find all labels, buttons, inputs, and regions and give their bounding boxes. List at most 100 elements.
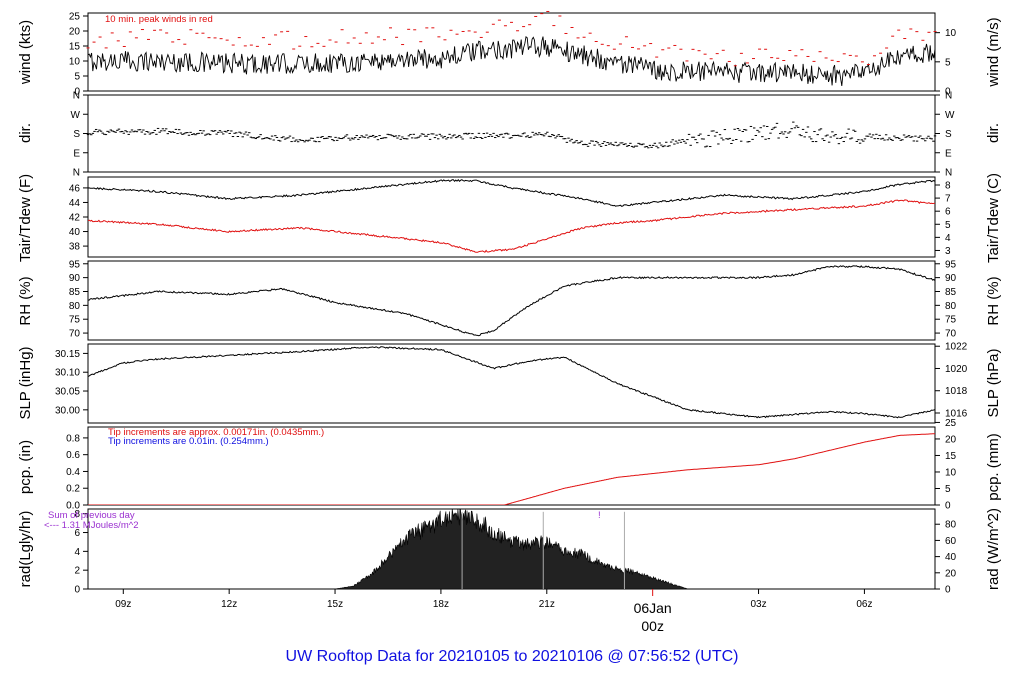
y-tick-label: 80 xyxy=(69,301,81,312)
y-tick-label-right: 20 xyxy=(945,434,957,445)
series-radiation xyxy=(334,509,689,589)
y-tick-label: 0.0 xyxy=(66,501,80,512)
y-tick-label-right: E xyxy=(945,148,952,159)
y-tick-label: 2 xyxy=(74,566,80,577)
panel-1 xyxy=(83,94,940,173)
radiation-sum-value: <--- 1.31 MJoules/m^2 xyxy=(44,520,138,531)
x-tick-label: 06z xyxy=(856,599,872,610)
y-tick-label: 4 xyxy=(74,547,80,558)
y-axis-title-right: pcp. (mm) xyxy=(985,433,1002,501)
series-tdew xyxy=(88,199,935,253)
y-tick-label: S xyxy=(73,129,80,140)
y-tick-label-right: 0 xyxy=(945,87,951,98)
y-tick-label: 0.2 xyxy=(66,484,80,495)
y-tick-label-right: 90 xyxy=(945,273,957,284)
y-tick-label: 6 xyxy=(74,528,80,539)
y-tick-label-right: 0 xyxy=(945,585,951,596)
y-tick-label-right: 25 xyxy=(945,418,957,429)
y-tick-label-right: 1018 xyxy=(945,386,968,397)
y-tick-label-right: 7 xyxy=(945,194,951,205)
y-tick-label-right: 5 xyxy=(945,57,951,68)
y-tick-label-right: 1016 xyxy=(945,408,968,419)
y-tick-label-right: 60 xyxy=(945,536,957,547)
y-tick-label-right: 1020 xyxy=(945,364,968,375)
y-tick-label: 30.05 xyxy=(55,387,80,398)
y-tick-label: 46 xyxy=(69,183,81,194)
y-tick-label-right: S xyxy=(945,129,952,140)
series-wind xyxy=(88,35,935,86)
x-tick-label: 21z xyxy=(539,599,555,610)
y-tick-label: 10 xyxy=(69,57,81,68)
y-tick-label-right: W xyxy=(945,110,955,121)
y-axis-title: dir. xyxy=(17,123,34,143)
y-tick-label-right: 95 xyxy=(945,259,957,270)
panel-6 xyxy=(83,508,940,590)
y-tick-label-right: N xyxy=(945,168,952,179)
y-tick-label-right: 85 xyxy=(945,287,957,298)
y-tick-label: 8 xyxy=(74,509,80,520)
x-tick-label: 09z xyxy=(115,599,131,610)
y-tick-label: W xyxy=(71,110,81,121)
y-tick-label: 15 xyxy=(69,42,81,53)
y-axis-title: RH (%) xyxy=(17,276,34,325)
series-slp xyxy=(88,346,935,419)
x-tick-label: 03z xyxy=(750,599,766,610)
y-tick-label-right: 1022 xyxy=(945,342,968,353)
series-pcp xyxy=(88,433,935,505)
y-tick-label: 0.8 xyxy=(66,433,80,444)
y-tick-label: 0 xyxy=(74,585,80,596)
y-tick-label-right: 0 xyxy=(945,501,951,512)
y-tick-label: 20 xyxy=(69,27,81,38)
y-tick-label: N xyxy=(73,168,80,179)
y-tick-label: 85 xyxy=(69,287,81,298)
series-rh xyxy=(88,265,935,337)
panel-5 xyxy=(83,421,940,506)
panel-frame xyxy=(87,426,936,506)
panel-frame xyxy=(87,343,936,424)
day-marker-date: 06Jan xyxy=(634,600,672,616)
x-tick-label: 15z xyxy=(327,599,343,610)
series-tair xyxy=(88,179,935,207)
y-axis-title-right: RH (%) xyxy=(985,276,1002,325)
radiation-sum-label: Sum of previous day xyxy=(48,510,135,521)
y-tick-label: 44 xyxy=(69,198,81,209)
y-tick-label: 75 xyxy=(69,315,81,326)
y-tick-label-right: 5 xyxy=(945,484,951,495)
y-tick-label-right: 20 xyxy=(945,568,957,579)
panel-2 xyxy=(83,176,940,258)
y-tick-label: 0.6 xyxy=(66,450,80,461)
panel-frame xyxy=(87,260,936,341)
radiation-marker: ! xyxy=(598,510,601,521)
y-tick-label: 90 xyxy=(69,273,81,284)
y-axis-title-right: dir. xyxy=(985,123,1002,143)
y-axis-title: rad(Lgly/hr) xyxy=(17,511,34,588)
panel-3 xyxy=(83,260,940,341)
y-axis-title-right: rad (W/m^2) xyxy=(985,508,1002,590)
y-tick-label-right: 5 xyxy=(945,220,951,231)
y-axis-title: Tair/Tdew (F) xyxy=(17,174,34,262)
y-axis-title-right: Tair/Tdew (C) xyxy=(985,173,1002,263)
y-tick-label-right: 8 xyxy=(945,181,951,192)
y-tick-label: 0.4 xyxy=(66,467,80,478)
y-tick-label-right: 6 xyxy=(945,207,951,218)
y-tick-label: 25 xyxy=(69,12,81,23)
x-tick-label: 12z xyxy=(221,599,237,610)
y-tick-label-right: 75 xyxy=(945,315,957,326)
y-tick-label-right: 40 xyxy=(945,552,957,563)
page-title: UW Rooftop Data for 20210105 to 20210106… xyxy=(285,648,739,665)
panel-4 xyxy=(83,343,940,424)
y-axis-title-right: SLP (hPa) xyxy=(985,349,1002,418)
y-tick-label-right: N xyxy=(945,91,952,102)
y-tick-label: 5 xyxy=(74,72,80,83)
y-tick-label-right: 15 xyxy=(945,451,957,462)
y-tick-label-right: 80 xyxy=(945,520,957,531)
y-tick-label: 70 xyxy=(69,329,81,340)
y-tick-label: 0 xyxy=(74,87,80,98)
panel-frame xyxy=(87,94,936,173)
y-tick-label: E xyxy=(73,148,80,159)
x-tick-label: 18z xyxy=(433,599,449,610)
y-tick-label: N xyxy=(73,91,80,102)
peak-winds-note: 10 min. peak winds in red xyxy=(105,14,213,25)
y-tick-label: 40 xyxy=(69,227,81,238)
